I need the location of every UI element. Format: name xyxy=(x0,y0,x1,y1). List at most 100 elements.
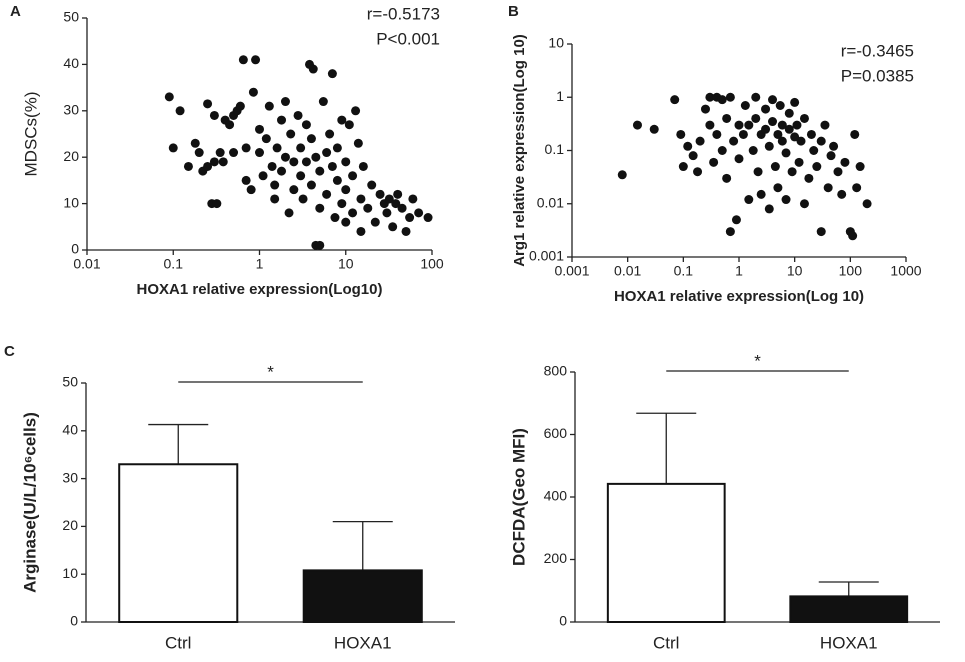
point xyxy=(344,120,354,130)
point xyxy=(709,157,719,167)
point xyxy=(341,217,351,227)
point xyxy=(251,55,261,65)
point xyxy=(812,162,822,172)
point xyxy=(270,180,280,190)
point xyxy=(341,185,351,195)
point xyxy=(308,64,318,74)
y-tick-label: 50 xyxy=(63,9,79,25)
point xyxy=(862,199,872,209)
point xyxy=(301,157,311,167)
point xyxy=(717,146,727,155)
point xyxy=(218,157,228,167)
point xyxy=(837,189,847,199)
point xyxy=(384,194,394,204)
point xyxy=(688,151,698,161)
point xyxy=(840,157,850,167)
point xyxy=(330,213,340,223)
y-tick-label: 10 xyxy=(62,565,78,581)
point xyxy=(322,189,332,199)
point xyxy=(693,167,703,177)
point xyxy=(740,100,750,110)
x-axis-label: HOXA1 relative expression(Log 10) xyxy=(614,288,864,305)
x-tick-label: 10 xyxy=(787,263,803,279)
y-tick-label: 400 xyxy=(544,488,568,504)
point xyxy=(258,171,268,181)
y-tick-label: 30 xyxy=(62,469,78,485)
point xyxy=(284,208,294,218)
x-tick-label: 100 xyxy=(420,256,444,272)
point xyxy=(722,113,732,123)
point xyxy=(388,222,398,232)
y-tick-label: 800 xyxy=(544,363,568,379)
point xyxy=(332,175,342,185)
point xyxy=(341,157,351,167)
significance-star: * xyxy=(267,362,274,381)
point xyxy=(315,203,325,213)
stat-annotation: P<0.001 xyxy=(376,29,440,48)
point xyxy=(751,113,761,123)
point xyxy=(683,141,693,151)
point xyxy=(722,173,732,183)
point xyxy=(327,161,337,171)
y-tick-label: 0.01 xyxy=(537,194,564,210)
point xyxy=(277,115,287,125)
point xyxy=(241,143,251,153)
point xyxy=(826,151,836,161)
point xyxy=(356,226,366,236)
point xyxy=(382,208,392,218)
point xyxy=(270,194,280,204)
point xyxy=(183,161,193,171)
y-axis-label: Arginase(U/L/10⁶cells) xyxy=(20,412,39,593)
point xyxy=(423,213,433,223)
point xyxy=(790,132,800,142)
point xyxy=(761,124,771,134)
point xyxy=(768,95,778,105)
point xyxy=(823,183,833,193)
point xyxy=(289,185,299,195)
point xyxy=(277,166,287,176)
point xyxy=(804,173,814,183)
bar xyxy=(302,569,423,623)
point xyxy=(209,157,219,167)
point xyxy=(734,154,744,164)
y-tick-label: 10 xyxy=(63,194,79,210)
panel-label: B xyxy=(508,3,519,20)
y-tick-label: 0 xyxy=(71,241,79,257)
point xyxy=(358,161,368,171)
point xyxy=(306,180,316,190)
point xyxy=(777,136,787,146)
point xyxy=(855,162,865,172)
y-tick-label: 20 xyxy=(62,517,78,533)
point xyxy=(794,157,804,167)
point xyxy=(375,189,385,199)
point xyxy=(833,167,843,177)
point xyxy=(264,101,274,111)
point xyxy=(796,136,806,146)
point xyxy=(293,110,303,120)
point xyxy=(712,129,722,139)
point xyxy=(327,69,337,79)
x-tick-label: 0.001 xyxy=(554,263,589,279)
point xyxy=(267,161,277,171)
y-tick-label: 600 xyxy=(544,425,568,441)
point xyxy=(816,227,826,237)
point xyxy=(632,120,642,130)
point xyxy=(280,97,290,107)
point xyxy=(225,120,235,130)
point xyxy=(272,143,282,153)
point xyxy=(850,129,860,139)
x-tick-label: 1000 xyxy=(890,263,921,279)
point xyxy=(848,231,858,241)
x-tick-label: 10 xyxy=(338,256,354,272)
point xyxy=(248,87,258,97)
point xyxy=(705,92,715,102)
point xyxy=(164,92,174,102)
x-tick-label: 1 xyxy=(256,256,264,272)
point xyxy=(348,208,358,218)
point xyxy=(215,148,225,158)
point xyxy=(725,227,735,237)
point xyxy=(367,180,377,190)
point xyxy=(348,171,358,181)
point xyxy=(238,55,248,65)
y-axis-label: Arg1 relative expression(Log 10) xyxy=(511,34,528,267)
